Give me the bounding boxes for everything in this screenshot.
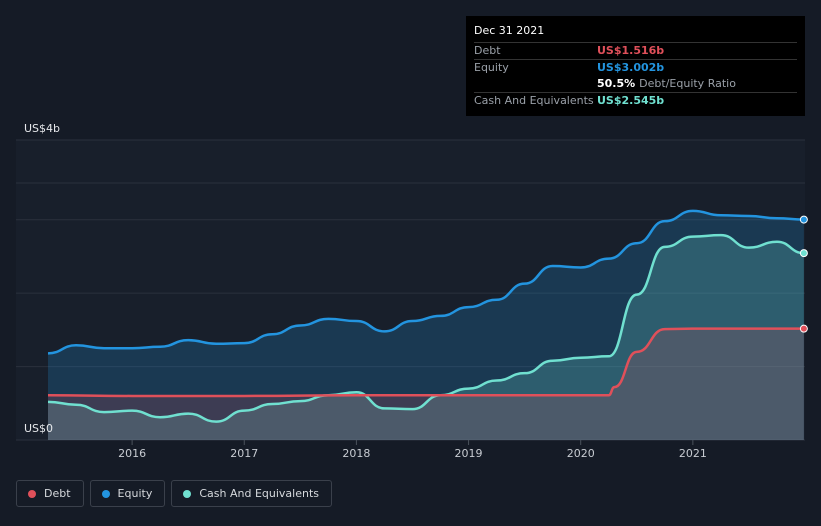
x-tick-label: 2017 <box>230 447 258 460</box>
legend-item-equity[interactable]: Equity <box>89 480 166 507</box>
tooltip-equity-row: Equity US$3.002b <box>474 59 797 76</box>
debt-line <box>47 327 804 398</box>
chart-end-markers <box>799 215 808 333</box>
data-tooltip: Dec 31 2021 Debt US$1.516b Equity US$3.0… <box>466 16 805 116</box>
cash-and-equivalents-area <box>48 235 804 440</box>
tooltip-ratio-row: 50.5% Debt/Equity Ratio <box>474 76 797 92</box>
equity-end-marker <box>799 215 808 224</box>
x-tick-label: 2020 <box>567 447 595 460</box>
legend-item-cash[interactable]: Cash And Equivalents <box>171 480 332 507</box>
legend-item-debt[interactable]: Debt <box>16 480 84 507</box>
tooltip-equity-label: Equity <box>474 61 509 74</box>
x-tick-label: 2016 <box>118 447 146 460</box>
x-axis-ticks: 2016 2017 2018 2019 2020 2021 <box>118 440 707 460</box>
cash-dot-icon <box>183 489 192 498</box>
tooltip-date: Dec 31 2021 <box>474 24 545 37</box>
tooltip-cash-row: Cash And Equivalents US$2.545b <box>474 92 797 109</box>
x-tick-label: 2018 <box>342 447 370 460</box>
tooltip-ratio-value: 50.5% <box>597 77 636 90</box>
equity-area <box>48 210 804 440</box>
legend-label-debt: Debt <box>44 487 71 500</box>
debt-dot-icon <box>28 489 36 498</box>
tooltip-debt-label: Debt <box>474 44 501 57</box>
chart-gridlines <box>16 139 805 441</box>
tooltip-cash-label: Cash And Equivalents <box>474 94 594 107</box>
y-label-top: US$4b <box>24 122 60 135</box>
debt-end-marker <box>799 324 808 333</box>
chart-legend: Debt Equity Cash And Equivalents <box>16 480 332 507</box>
tooltip-ratio-label: Debt/Equity Ratio <box>639 77 736 90</box>
legend-label-cash: Cash And Equivalents <box>199 487 319 500</box>
cash-and-equivalents-line <box>47 233 804 423</box>
x-tick-label: 2021 <box>679 447 707 460</box>
tooltip-debt-value: US$1.516b <box>597 44 665 57</box>
legend-label-equity: Equity <box>117 487 153 500</box>
tooltip-debt-row: Debt US$1.516b <box>474 42 797 59</box>
x-tick-label: 2019 <box>455 447 483 460</box>
chart-lines <box>47 209 804 423</box>
y-axis-labels: US$4b US$0 <box>24 122 60 435</box>
equity-dot-icon <box>101 489 110 498</box>
y-label-bottom: US$0 <box>24 422 53 435</box>
tooltip-cash-value: US$2.545b <box>597 94 665 107</box>
equity-line <box>47 209 804 355</box>
plot-background <box>16 140 805 440</box>
cash-and-equivalents-end-marker <box>799 249 808 258</box>
tooltip-equity-value: US$3.002b <box>597 61 665 74</box>
